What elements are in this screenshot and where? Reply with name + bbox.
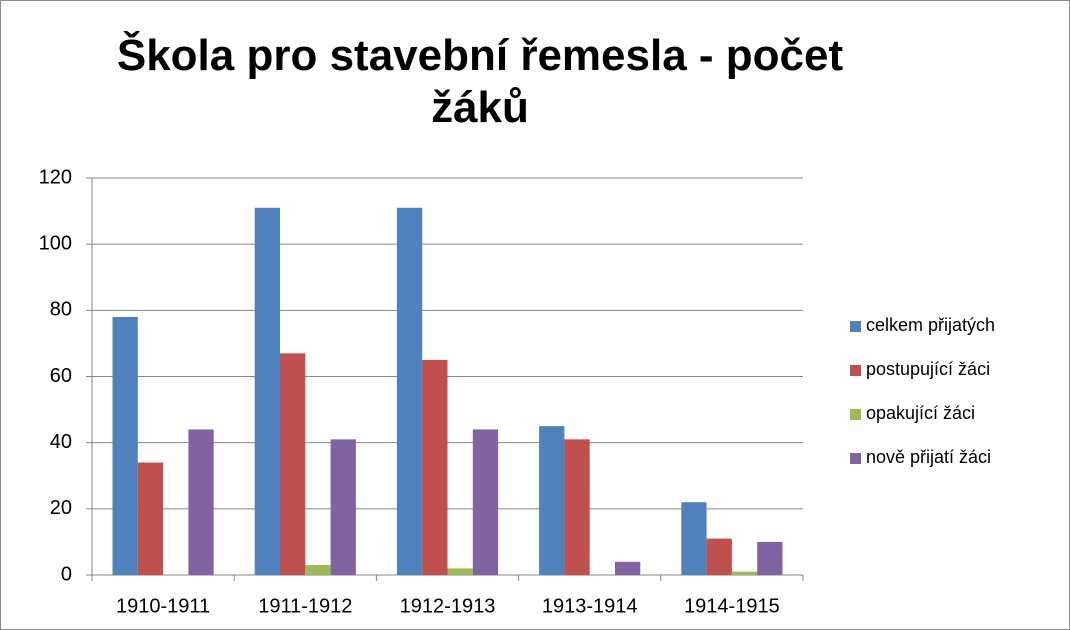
legend-swatch [850,409,861,420]
bar [681,502,707,575]
bar [254,207,280,575]
bar [447,568,473,575]
bar [280,353,306,575]
x-tick-label: 1911-1912 [258,595,352,617]
y-tick-label: 60 [50,365,72,387]
y-tick-label: 120 [39,166,72,188]
legend-label: opakující žáci [866,403,975,423]
bar [615,561,641,575]
bar [188,429,214,575]
bar [706,538,732,575]
bar [539,426,565,575]
bar [472,429,499,575]
legend-label: postupující žáci [866,359,990,379]
bar [757,541,783,575]
bar [731,571,758,575]
legend-label: celkem přijatých [866,315,995,335]
bar [305,565,331,575]
bar [137,462,164,575]
x-tick-label: 1914-1915 [684,595,780,617]
legend-swatch [850,453,861,464]
y-tick-label: 40 [50,431,72,453]
chart-title: Škola pro stavební řemesla - počet žáků [116,31,844,132]
bar [564,439,590,575]
legend-swatch [850,365,861,376]
bar [112,316,138,575]
legend-swatch [850,321,861,332]
bar [330,439,356,575]
bar [422,359,448,575]
x-tick-label: 1910-1911 [116,595,210,617]
y-tick-label: 100 [39,232,72,254]
y-tick-label: 20 [50,497,72,519]
legend-label: nově přijatí žáci [866,447,991,467]
y-tick-label: 80 [50,299,72,321]
x-tick-label: 1912-1913 [400,595,496,617]
y-tick-label: 0 [61,563,72,585]
bar [396,207,423,575]
x-tick-label: 1913-1914 [542,595,638,617]
